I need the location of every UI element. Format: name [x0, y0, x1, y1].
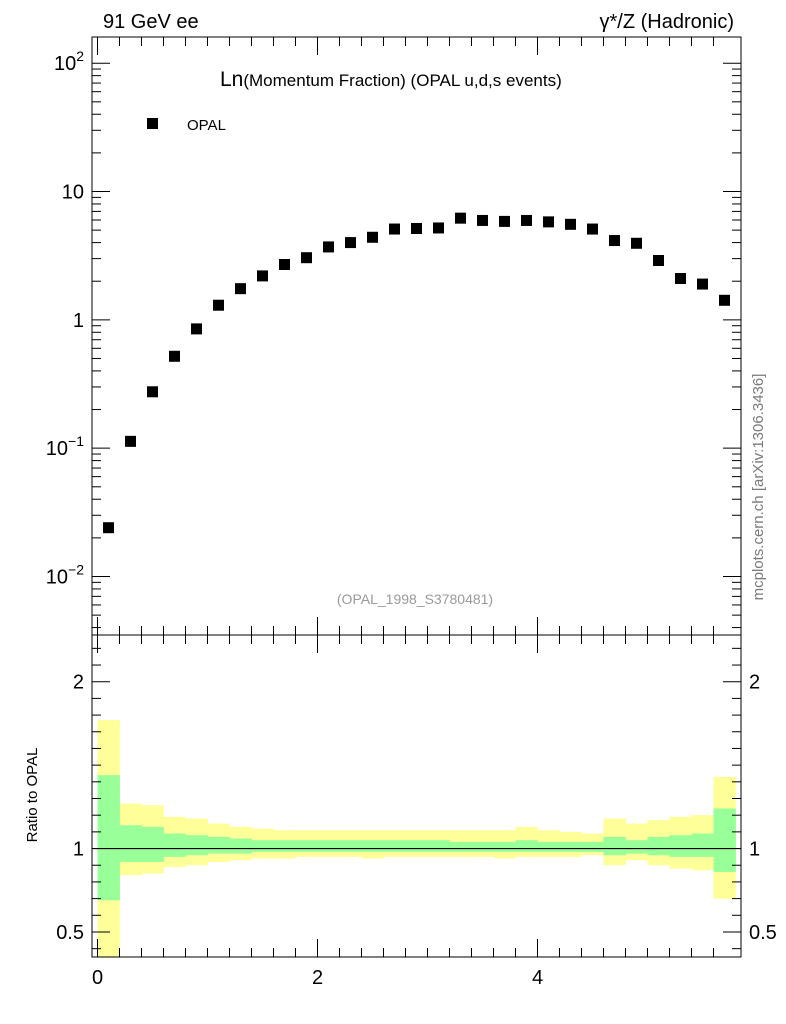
ratio-band-inner	[669, 835, 692, 857]
ratio-band-inner	[691, 833, 714, 857]
data-point	[609, 235, 620, 247]
ratio-band-inner	[405, 840, 428, 852]
ratio-band-inner	[493, 841, 516, 852]
data-point	[125, 435, 136, 447]
data-point	[675, 272, 686, 284]
data-point	[653, 255, 664, 267]
ratio-band-inner	[361, 840, 384, 852]
ratio-panel: 0.5 0.5 1 1 2 2 0 2 4 Ratio to OPAL	[24, 634, 777, 989]
ratio-band-inner	[383, 840, 406, 852]
data-point	[147, 386, 158, 398]
main-axes: 10−2 10−1 1 10 102	[46, 37, 741, 635]
ratio-x-tick-label: 4	[532, 967, 543, 989]
ratio-band-inner	[185, 835, 208, 856]
data-point	[367, 231, 378, 243]
ratio-y-tick-label: 0.5	[56, 922, 84, 944]
data-point	[389, 223, 400, 235]
data-point	[521, 214, 532, 226]
data-point	[719, 294, 730, 306]
data-points	[103, 212, 730, 534]
ratio-band-inner	[581, 841, 604, 852]
data-point	[543, 216, 554, 228]
data-point	[565, 218, 576, 230]
data-point	[301, 252, 312, 264]
plot-title-main: (Momentum Fraction) (OPAL u,d,s events)	[243, 71, 561, 90]
data-point	[587, 223, 598, 235]
ratio-band-inner	[317, 840, 340, 852]
ratio-band-inner	[449, 841, 472, 852]
ratio-band-inner	[339, 840, 362, 852]
ratio-axes: 0.5 0.5 1 1 2 2 0 2 4	[56, 635, 777, 989]
legend-label-opal: OPAL	[187, 117, 226, 134]
ratio-band-inner	[251, 840, 274, 852]
main-y-tick-label: 10−1	[46, 433, 84, 460]
plot-title: Ln(Momentum Fraction) (OPAL u,d,s events…	[220, 68, 562, 91]
ratio-band-inner	[713, 808, 736, 872]
ratio-band-inner	[207, 836, 230, 854]
data-point	[279, 258, 290, 270]
data-point	[323, 241, 334, 253]
ratio-band-inner	[163, 833, 186, 857]
main-y-tick-label: 102	[54, 48, 84, 75]
plot-title-prefix: Ln	[220, 68, 243, 91]
data-point	[411, 223, 422, 235]
main-y-tick-label: 1	[73, 310, 84, 332]
ratio-band-inner	[295, 840, 318, 852]
ratio-band-inner	[119, 825, 142, 862]
data-point	[103, 522, 114, 534]
ratio-band-inner	[141, 826, 164, 862]
ratio-y-tick-label-right: 0.5	[749, 922, 777, 944]
ratio-band-inner	[427, 840, 450, 852]
data-point	[213, 299, 224, 311]
energy-label: 91 GeV ee	[103, 11, 199, 33]
ratio-band-inner	[603, 836, 626, 856]
ratio-band-inner	[97, 775, 120, 901]
ratio-y-tick-label: 2	[73, 672, 84, 694]
data-point	[235, 283, 246, 295]
ratio-y-tick-label-right: 1	[749, 839, 760, 861]
data-point	[191, 323, 202, 335]
ratio-band-inner	[273, 840, 296, 852]
ratio-y-tick-label-right: 2	[749, 672, 760, 694]
main-panel: 10−2 10−1 1 10 102 Ln(Momentum Fraction) (OP…	[46, 36, 742, 636]
ratio-y-tick-label: 1	[73, 839, 84, 861]
ratio-x-tick-label: 0	[92, 967, 103, 989]
data-point	[477, 214, 488, 226]
ratio-band-inner	[559, 841, 582, 852]
legend-marker-opal	[147, 118, 158, 129]
ratio-bands	[97, 720, 736, 957]
main-y-tick-label: 10−2	[46, 561, 84, 588]
ratio-y-label: Ratio to OPAL	[24, 748, 41, 843]
data-point	[631, 237, 642, 249]
data-point	[169, 350, 180, 362]
main-y-tick-label: 10	[62, 182, 84, 204]
process-label: γ*/Z (Hadronic)	[600, 11, 734, 33]
legend: OPAL	[147, 117, 226, 134]
data-point	[455, 212, 466, 224]
data-point	[499, 215, 510, 227]
ratio-band-inner	[537, 841, 560, 852]
ratio-band-inner	[647, 836, 670, 856]
data-point	[345, 237, 356, 249]
ratio-frame	[91, 634, 742, 958]
ratio-band-inner	[515, 840, 538, 852]
ratio-band-inner	[471, 841, 494, 852]
analysis-label: (OPAL_1998_S3780481)	[337, 591, 493, 607]
source-side-label: mcplots.cern.ch [arXiv:1306.3436]	[750, 374, 767, 601]
data-point	[257, 270, 268, 282]
ratio-x-tick-label: 2	[312, 967, 323, 989]
data-point	[433, 222, 444, 234]
ratio-band-inner	[625, 840, 648, 854]
data-point	[697, 278, 708, 290]
ratio-band-inner	[229, 838, 252, 854]
